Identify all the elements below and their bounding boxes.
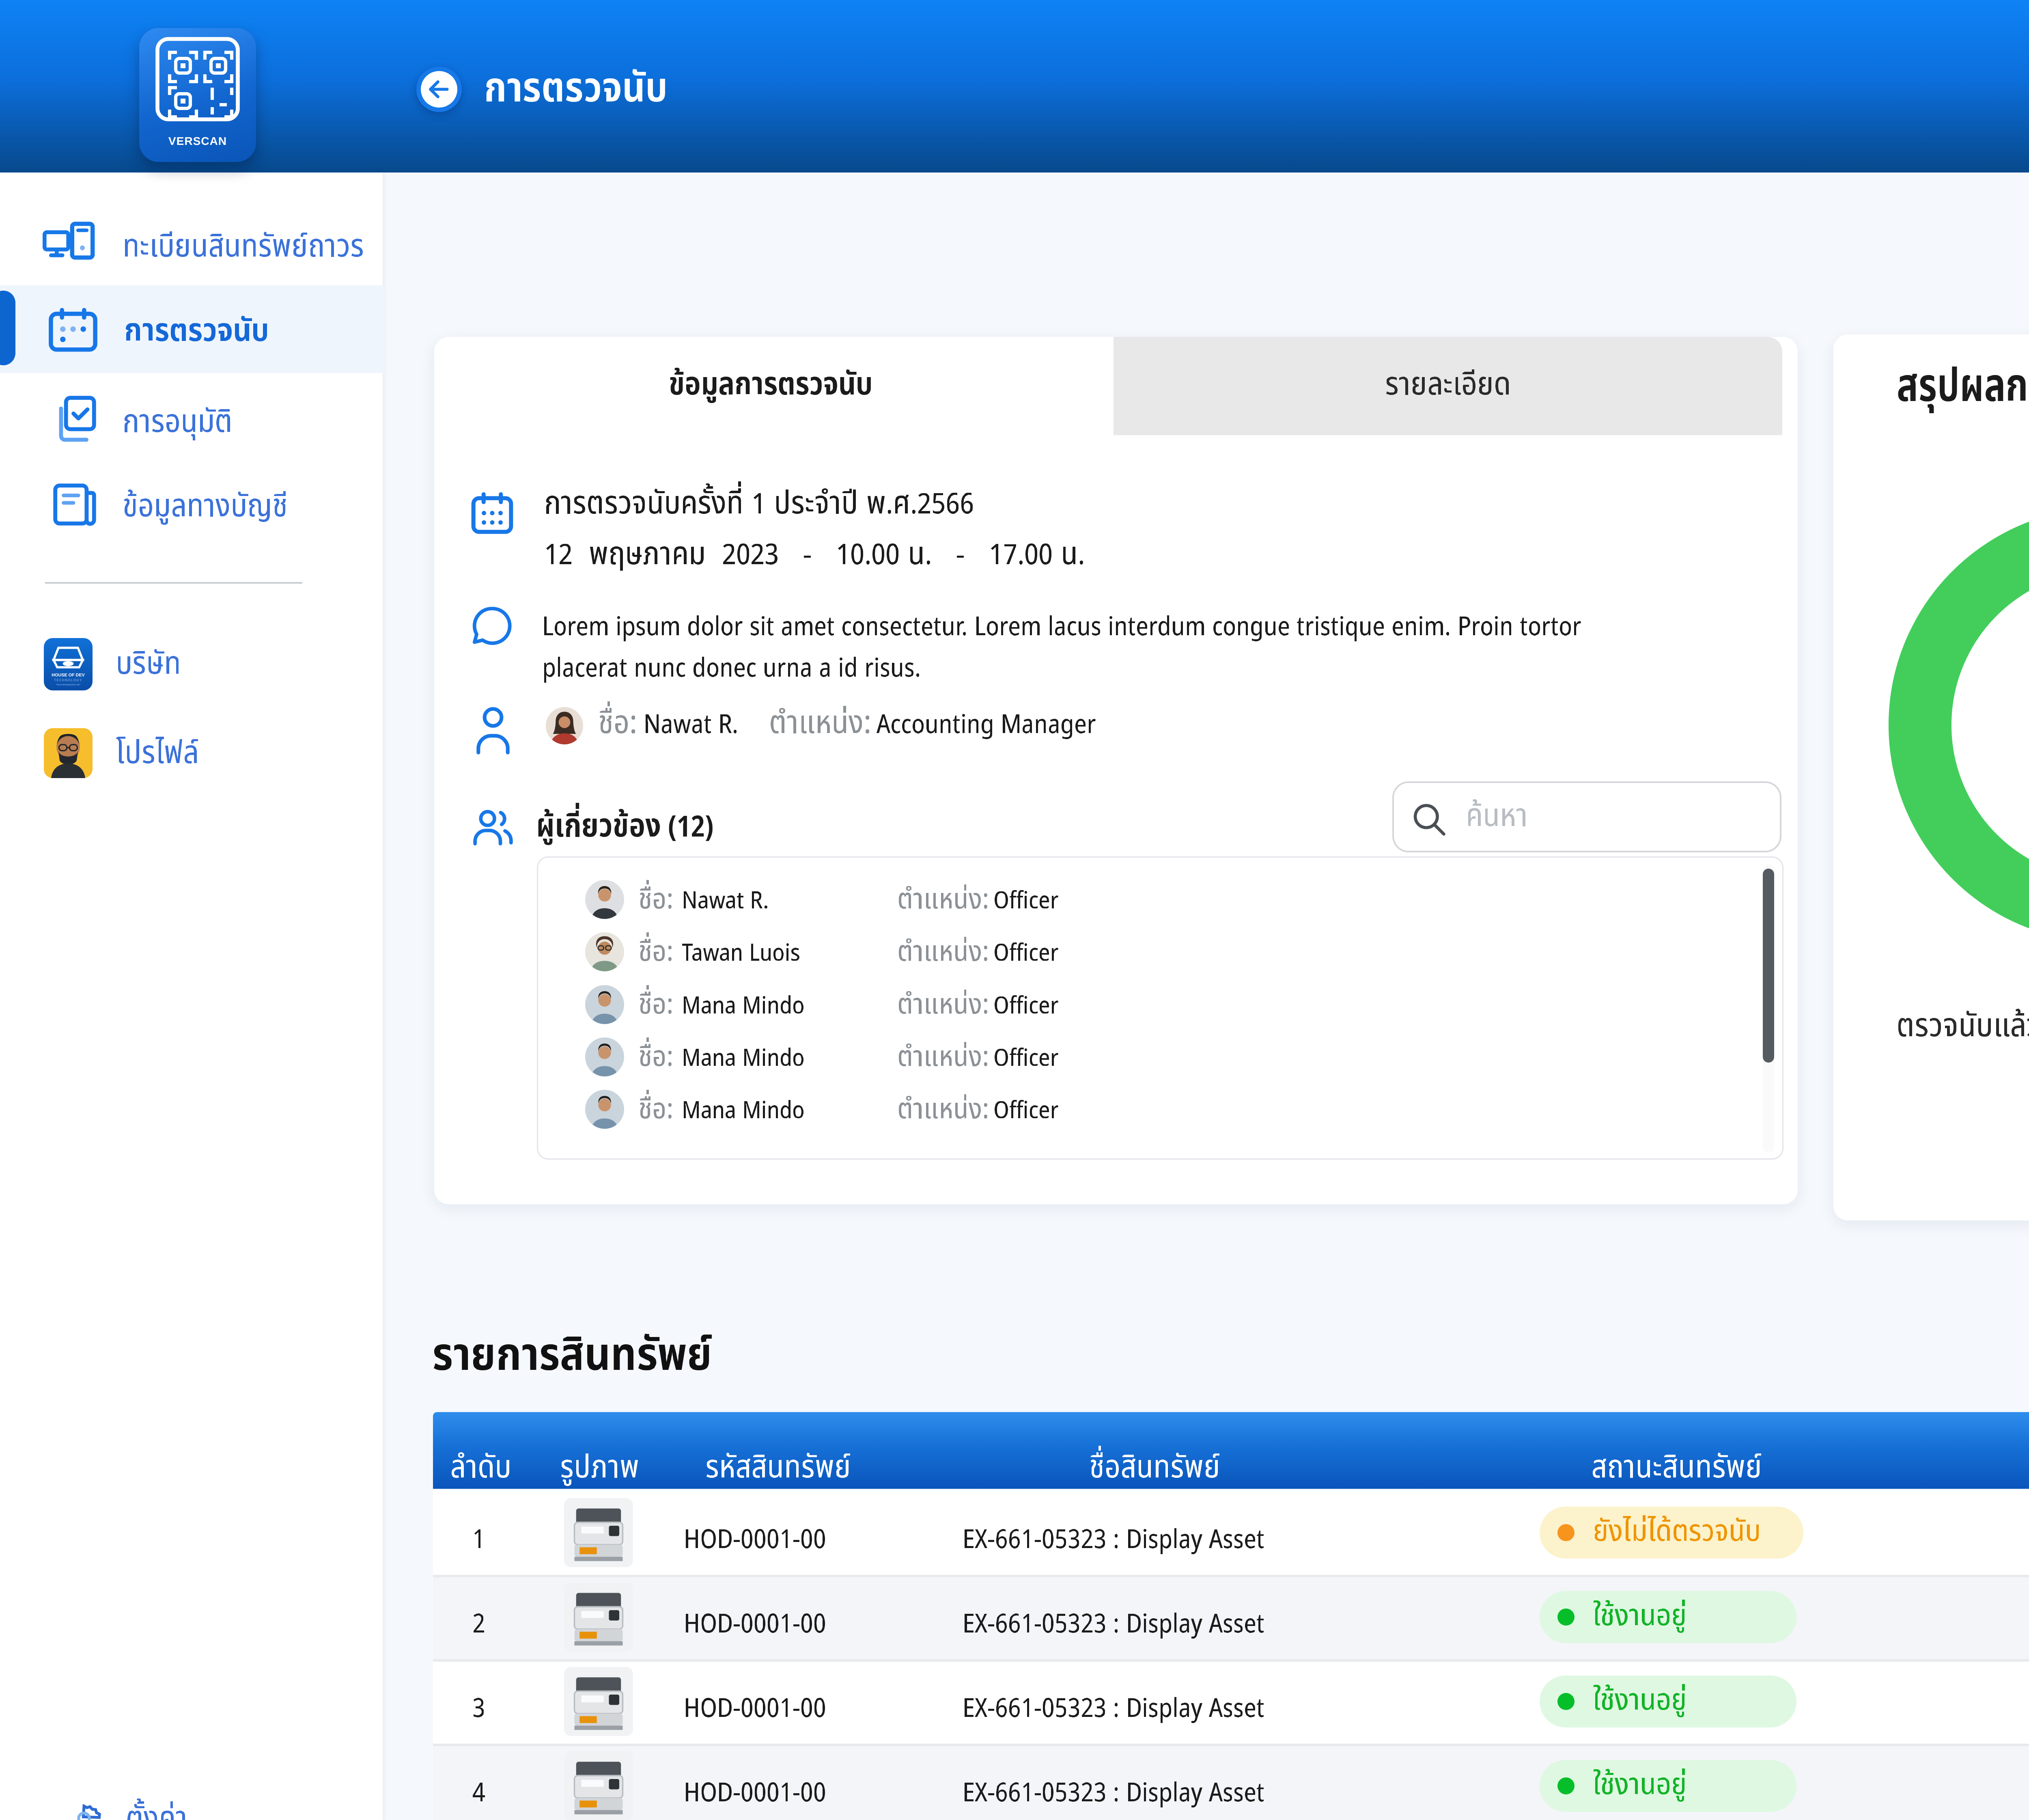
svg-text:VERSCAN: VERSCAN — [168, 134, 227, 147]
svg-text:HOUSE OF DEV: HOUSE OF DEV — [52, 673, 85, 678]
svg-text:TECHNOLOGY: TECHNOLOGY — [54, 679, 82, 682]
svg-text:*more development com*: *more development com* — [56, 684, 80, 686]
